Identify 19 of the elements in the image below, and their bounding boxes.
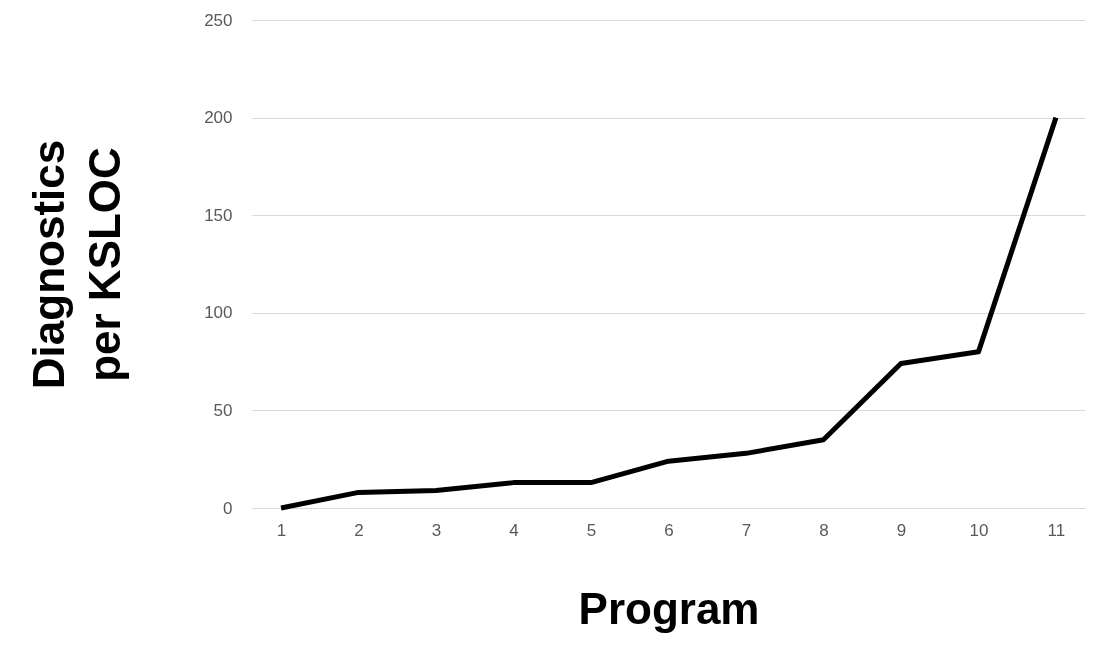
y-tick-label: 50 — [213, 400, 233, 420]
y-tick-label: 0 — [223, 498, 233, 518]
y-tick-label: 200 — [204, 108, 233, 128]
x-tick-label: 1 — [276, 520, 287, 540]
x-tick-label: 8 — [819, 520, 829, 540]
x-axis-title: Program — [578, 583, 760, 633]
x-tick-label: 10 — [969, 520, 989, 540]
x-tick-label: 7 — [741, 520, 752, 540]
x-tick-label: 11 — [1047, 520, 1066, 540]
x-tick-label: 3 — [431, 520, 442, 540]
x-tick-label: 2 — [354, 520, 364, 540]
y-axis-title: Diagnostics per KSLOC — [24, 139, 130, 390]
x-tick-label: 9 — [896, 520, 907, 540]
y-tick-label: 100 — [204, 303, 233, 323]
y-tick-label: 250 — [204, 10, 233, 30]
x-tick-label: 4 — [509, 520, 519, 540]
x-tick-label: 6 — [664, 520, 674, 540]
x-tick-label: 5 — [586, 520, 597, 540]
y-tick-label: 150 — [204, 205, 233, 225]
